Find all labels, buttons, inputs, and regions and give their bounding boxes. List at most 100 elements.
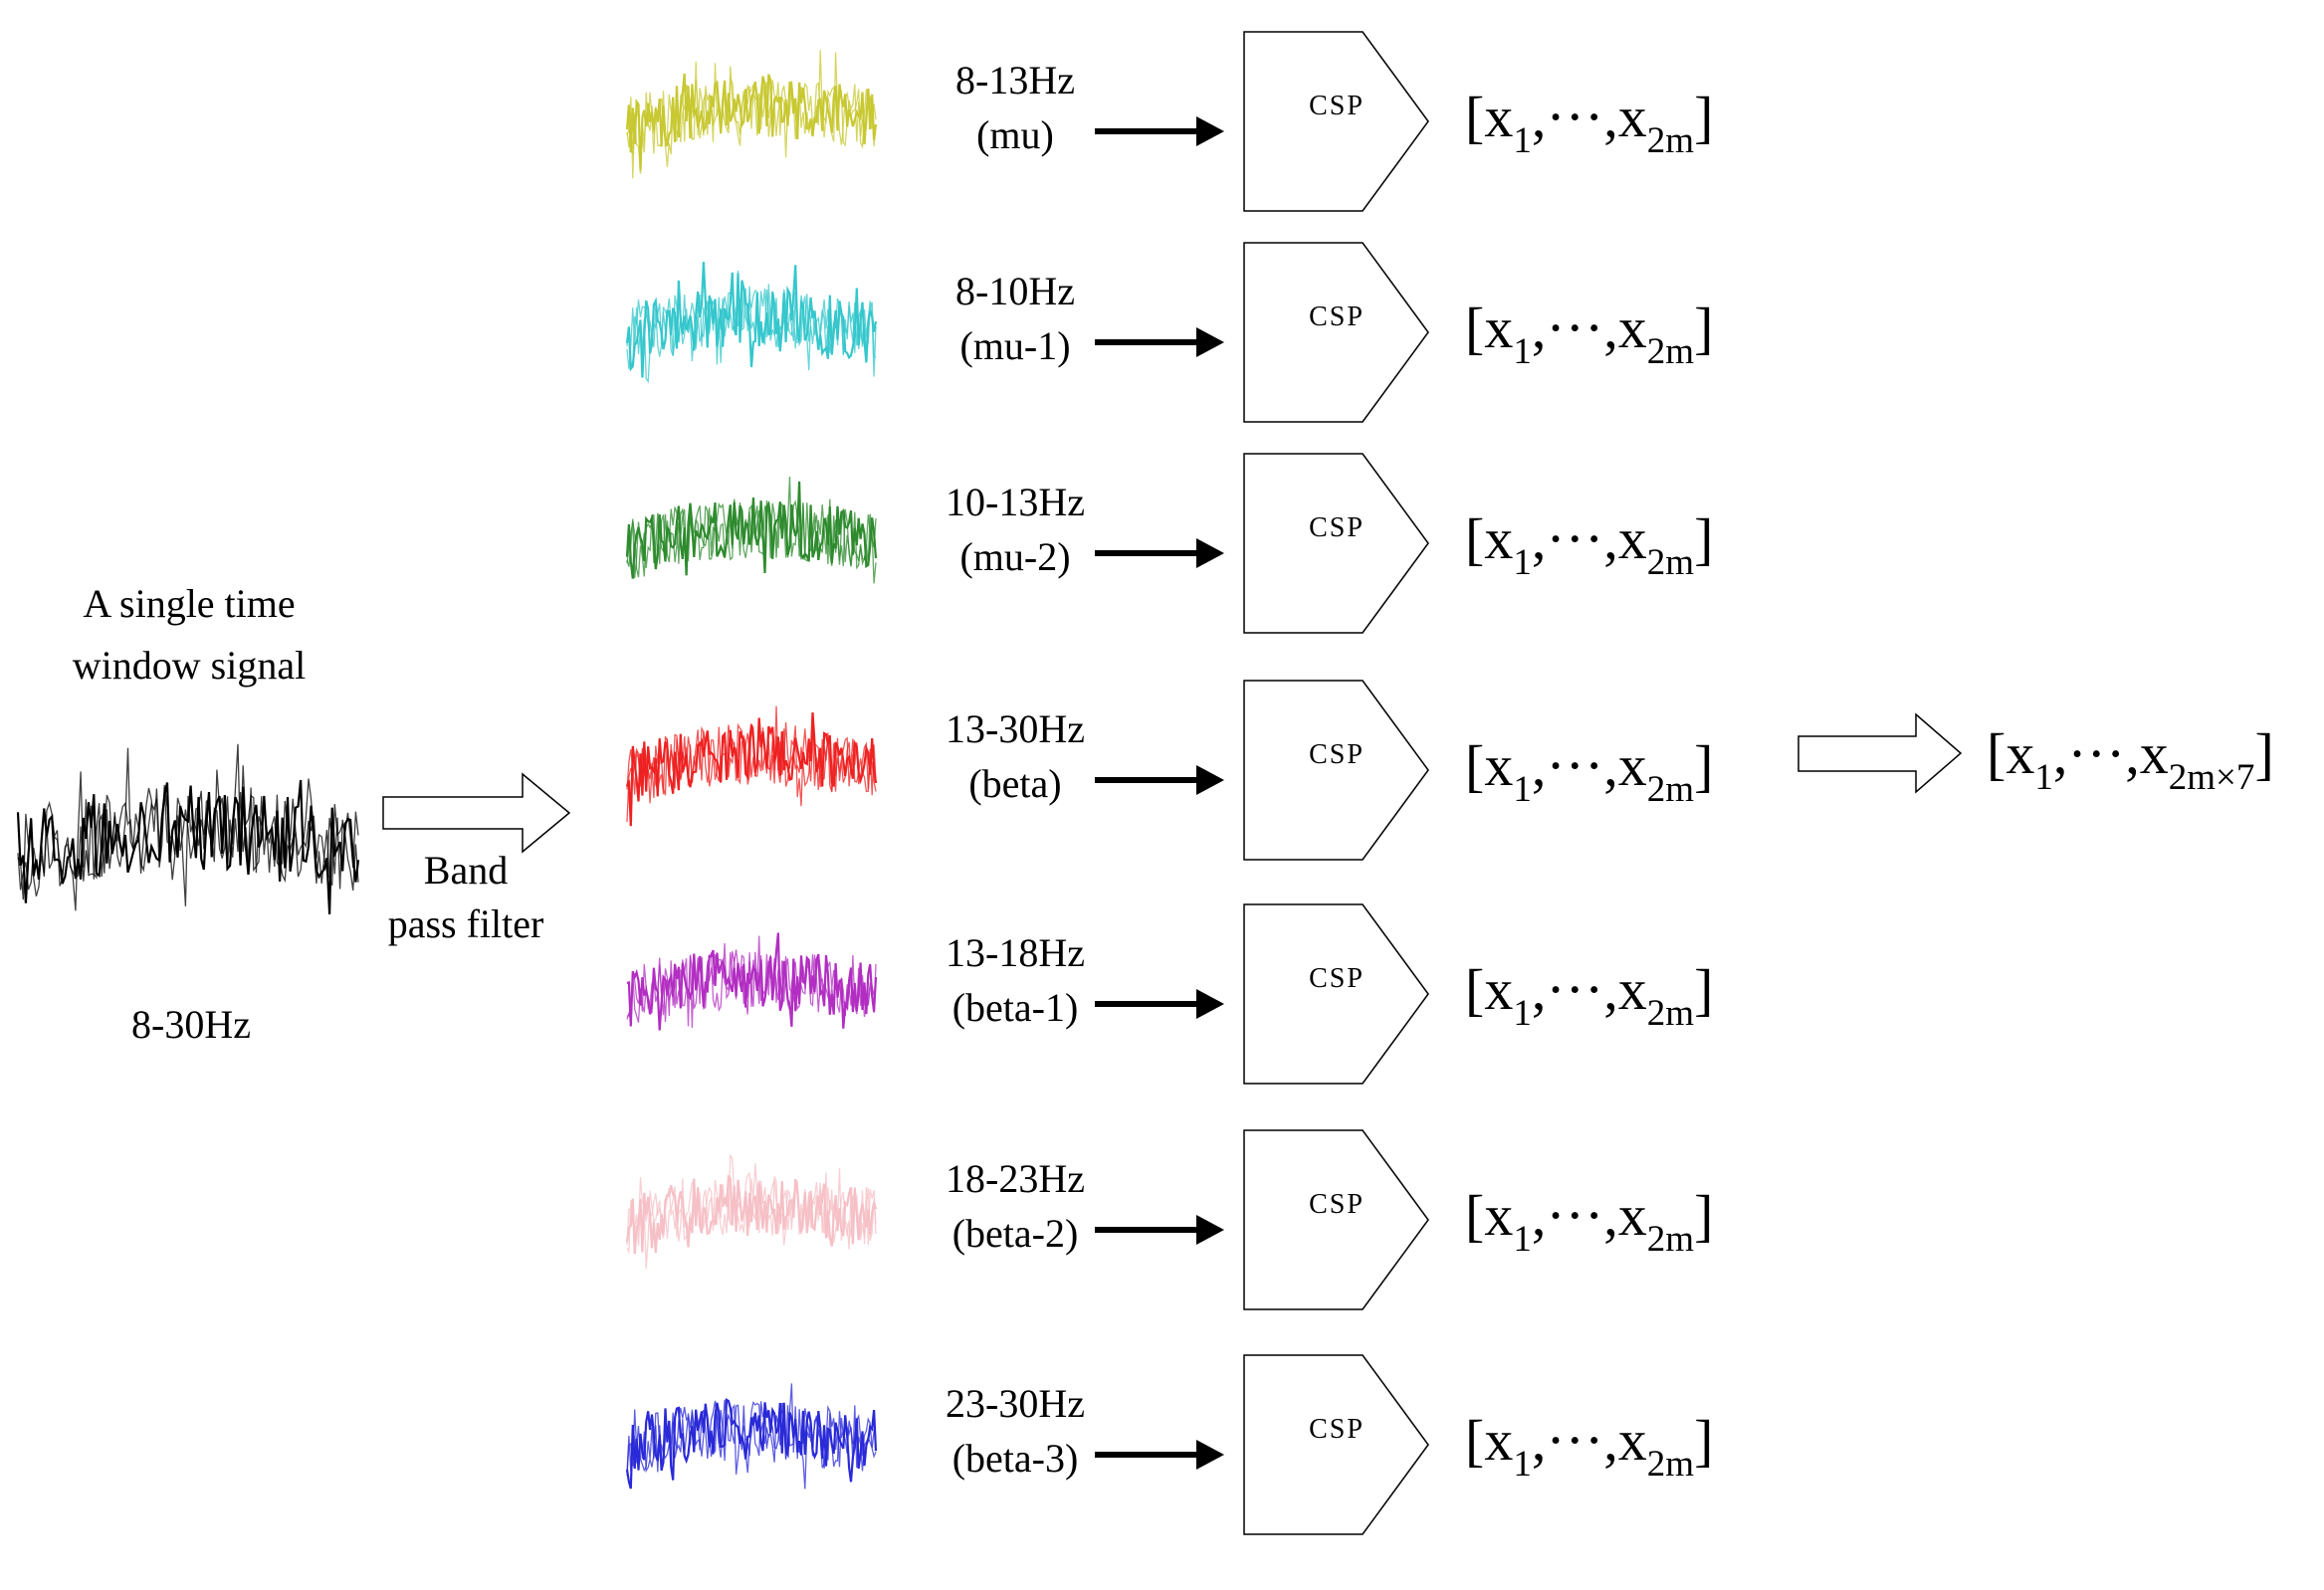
csp-label: CSP: [1309, 963, 1365, 994]
output-close: ]: [2254, 721, 2273, 786]
feature-open: [x: [1465, 733, 1513, 798]
band-row-3: 10-13Hz (mu-2) CSP [x1,···,x2m]: [625, 453, 1713, 634]
input-waveform: [16, 743, 360, 915]
band-3-wave-trace-3: [626, 476, 877, 584]
band-range-label: 8-13Hz: [955, 58, 1075, 102]
input-band-label: 8-30Hz: [131, 1002, 251, 1047]
band-waveform: [625, 1153, 878, 1270]
band-row-2: 8-10Hz (mu-1) CSP [x1,···,x2m]: [625, 242, 1713, 423]
band-row-7: 23-30Hz (beta-3) CSP [x1,···,x2m]: [625, 1354, 1713, 1535]
output-first-sub: 1: [2034, 757, 2053, 798]
band-rows: 8-13Hz(mu)CSP [x1,···,x2m] 8-10Hz (mu-1) CSP…: [625, 31, 1713, 1535]
row-arrow-head: [1196, 538, 1224, 568]
filter-label-line2: pass filter: [388, 901, 544, 946]
band-pass-filter-group: Band pass filter: [382, 772, 571, 946]
band-name-label: (mu-2): [959, 534, 1070, 579]
band-range-label: 13-18Hz: [946, 930, 1085, 975]
band-name-label: (beta-3): [952, 1436, 1079, 1481]
csp-block: [1243, 1129, 1429, 1310]
feature-close: ]: [1694, 1183, 1713, 1248]
feature-last-sub: 2m: [1647, 1219, 1695, 1260]
csp-block: [1243, 680, 1429, 861]
band-pass-arrow: [382, 772, 571, 854]
feature-middle: ,···,x: [1532, 733, 1647, 798]
band-waveform: [625, 1383, 878, 1490]
feature-open: [x: [1465, 296, 1513, 360]
band-1-wave-trace-3: [626, 50, 877, 179]
band-2-wave-trace-3: [626, 270, 877, 384]
row-arrow-head: [1196, 327, 1224, 357]
feature-first-sub: 1: [1513, 542, 1532, 583]
feature-close: ]: [1694, 733, 1713, 798]
row-arrow-head: [1196, 989, 1224, 1019]
csp-label: CSP: [1309, 739, 1365, 770]
band-range-label: 10-13Hz: [946, 480, 1085, 524]
band-row-5: 13-18Hz (beta-1) CSP [x1,···,x2m]: [626, 903, 1713, 1085]
filter-label-line1: Band: [424, 848, 508, 893]
feature-open: [x: [1465, 1408, 1513, 1473]
output-feature-vector: [x1,···,x2m×7]: [1987, 721, 2274, 798]
band-name-label: (beta-1): [952, 985, 1079, 1030]
output-open: [x: [1987, 721, 2034, 786]
csp-block: [1243, 242, 1429, 423]
row-arrow-head: [1196, 116, 1224, 146]
band-name-label: (beta): [968, 761, 1061, 806]
feature-first-sub: 1: [1513, 120, 1532, 161]
band-5-wave-trace-3: [626, 942, 877, 1029]
band-range-label: 8-10Hz: [955, 269, 1075, 313]
feature-close: ]: [1694, 957, 1713, 1022]
output-group: [x1,···,x2m×7]: [1797, 712, 2274, 798]
band-4-wave-trace-3: [626, 705, 877, 823]
csp-label: CSP: [1309, 512, 1365, 543]
band-waveform: [626, 932, 878, 1031]
feature-middle: ,···,x: [1532, 957, 1647, 1022]
feature-middle: ,···,x: [1532, 296, 1647, 360]
csp-block: [1243, 31, 1429, 212]
feature-last-sub: 2m: [1647, 331, 1695, 372]
band-1-wave-trace-2: [626, 52, 877, 174]
feature-open: [x: [1465, 85, 1513, 149]
band-range-label: 13-30Hz: [946, 706, 1085, 751]
band-name-label: (beta-2): [952, 1211, 1079, 1256]
feature-last-sub: 2m: [1647, 542, 1695, 583]
row-arrow-head: [1196, 1215, 1224, 1245]
input-signal-group: A single time window signal 8-30Hz: [16, 581, 360, 1047]
band-row-4: 13-30Hz (beta) CSP [x1,···,x2m]: [625, 680, 1713, 861]
feature-last-sub: 2m: [1647, 120, 1695, 161]
band-waveform: [625, 262, 878, 384]
feature-open: [x: [1465, 1183, 1513, 1248]
csp-block: [1243, 1354, 1429, 1535]
feature-middle: ,···,x: [1532, 1183, 1647, 1248]
band-range-label: 18-23Hz: [946, 1156, 1085, 1201]
band-row-1: 8-13Hz (mu) CSP [x1,···,x2m]: [625, 31, 1713, 212]
feature-first-sub: 1: [1513, 769, 1532, 810]
row-feature-vector: [x1,···,x2m]: [1465, 85, 1713, 161]
band-6-wave-trace-3: [626, 1163, 877, 1270]
band-6-wave-trace-2: [626, 1153, 877, 1246]
feature-middle: ,···,x: [1532, 85, 1647, 149]
band-waveform: [625, 50, 878, 179]
band-row-6: 18-23Hz (beta-2) CSP [x1,···,x2m]: [625, 1129, 1713, 1310]
band-name-label: (mu-1): [959, 323, 1070, 368]
band-range-label: 23-30Hz: [946, 1381, 1085, 1426]
feature-first-sub: 1: [1513, 331, 1532, 372]
row-arrow-head: [1196, 1440, 1224, 1470]
output-middle: ,···,x: [2053, 721, 2169, 786]
csp-label: CSP: [1309, 301, 1365, 332]
feature-last-sub: 2m: [1647, 769, 1695, 810]
row-feature-vector: [x1,···,x2m]: [1465, 1408, 1713, 1485]
input-wave-trace-3: [17, 743, 359, 911]
csp-block: [1243, 453, 1429, 634]
feature-close: ]: [1694, 1408, 1713, 1473]
input-title-line2: window signal: [73, 643, 306, 688]
row-arrow-head: [1196, 765, 1224, 795]
csp-label: CSP: [1309, 1189, 1365, 1220]
csp-label: CSP: [1309, 1414, 1365, 1445]
band-waveform: [625, 476, 878, 584]
feature-first-sub: 1: [1513, 1219, 1532, 1260]
band-7-wave-trace-2: [626, 1400, 877, 1490]
feature-middle: ,···,x: [1532, 1408, 1647, 1473]
feature-first-sub: 1: [1513, 993, 1532, 1034]
